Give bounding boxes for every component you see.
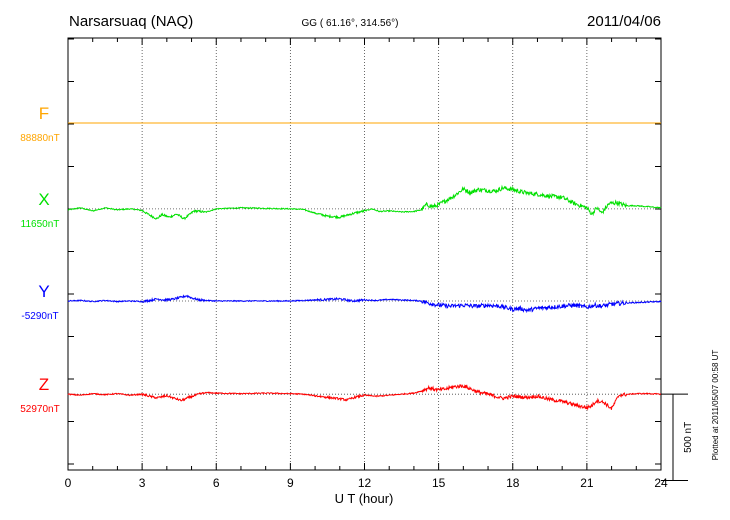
x-tick-labels: 0 3 6 9 12 15 18 21 24	[65, 476, 668, 490]
series-line-y	[67, 294, 662, 314]
series-labels: F 88880nT X 11650nT Y -5290nT Z 52970nT	[20, 104, 59, 415]
scale-bar-label: 500 nT	[683, 422, 694, 453]
series-baseline-x: 11650nT	[21, 219, 60, 230]
series-baseline-z: 52970nT	[20, 404, 59, 415]
series-name-z: Z	[39, 375, 49, 394]
x-tick-label: 21	[580, 476, 594, 490]
series-line-x	[67, 184, 662, 221]
x-tick-label: 18	[506, 476, 520, 490]
x-tick-label: 0	[65, 476, 72, 490]
x-tick-label: 9	[287, 476, 294, 490]
series-baseline-y: -5290nT	[21, 311, 58, 322]
series-lines	[67, 122, 662, 411]
chart-date: 2011/04/06	[587, 13, 661, 30]
x-tick-label: 3	[139, 476, 146, 490]
chart-subtitle: GG ( 61.16°, 314.56°)	[302, 18, 399, 29]
x-tick-label: 6	[213, 476, 220, 490]
series-baseline-f: 88880nT	[20, 133, 59, 144]
x-axis-label: U T (hour)	[335, 491, 394, 506]
x-tick-label: 15	[432, 476, 446, 490]
axis-ticks	[67, 38, 662, 470]
grid-lines	[68, 38, 661, 470]
plotted-footer: Plotted at 2011/05/07 00:58 UT	[711, 350, 720, 461]
chart-title: Narsarsuaq (NAQ)	[69, 13, 193, 30]
series-name-x: X	[38, 190, 49, 209]
series-name-f: F	[39, 104, 49, 123]
scale-bar: 500 nT	[661, 393, 694, 482]
series-line-z	[67, 383, 661, 411]
series-name-y: Y	[38, 282, 49, 301]
x-tick-label: 24	[654, 476, 668, 490]
x-tick-label: 12	[358, 476, 372, 490]
